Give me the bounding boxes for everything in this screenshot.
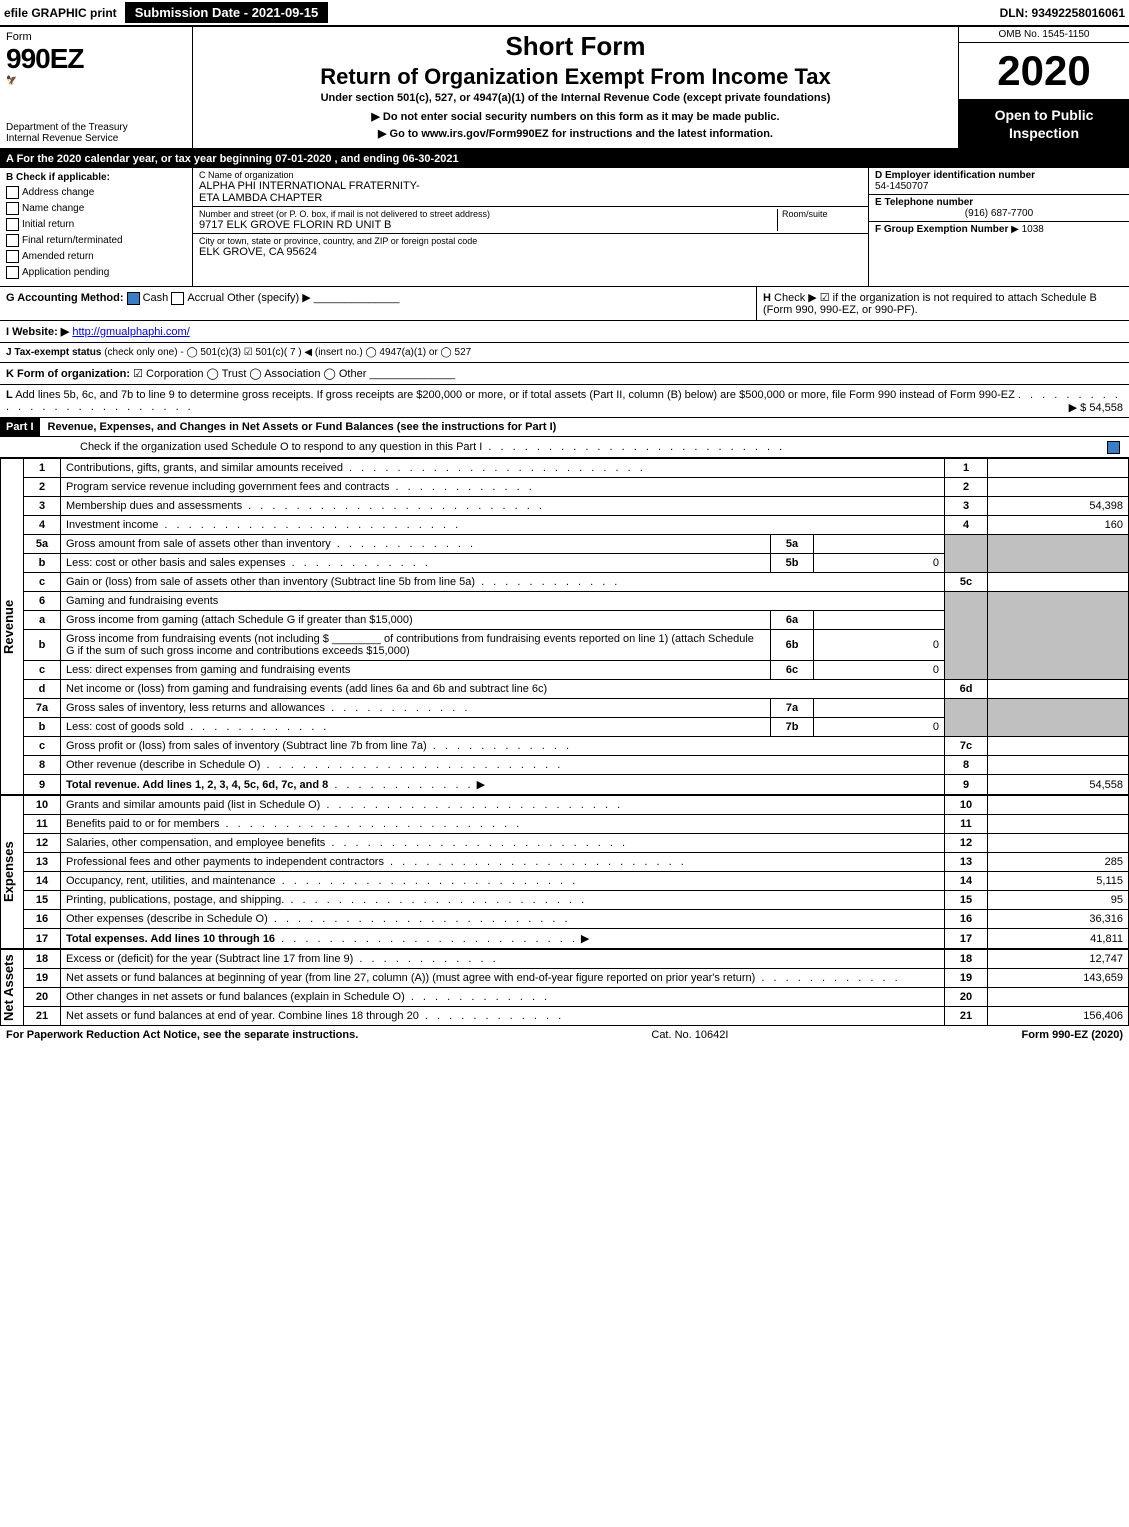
footer-left: For Paperwork Reduction Act Notice, see … xyxy=(6,1029,358,1041)
line-5a: 5aGross amount from sale of assets other… xyxy=(24,535,1129,554)
line-2: 2Program service revenue including gover… xyxy=(24,478,1129,497)
footer-cat: Cat. No. 10642I xyxy=(651,1029,728,1041)
dln: DLN: 93492258016061 xyxy=(1000,6,1125,20)
line-13: 13Professional fees and other payments t… xyxy=(24,853,1129,872)
line-7c: cGross profit or (loss) from sales of in… xyxy=(24,737,1129,756)
row-gh: G Accounting Method: Cash Accrual Other … xyxy=(0,287,1129,321)
line-14: 14Occupancy, rent, utilities, and mainte… xyxy=(24,872,1129,891)
revenue-label: Revenue xyxy=(0,458,24,795)
accrual-checkbox xyxy=(171,292,184,305)
check-address: Address change xyxy=(6,186,186,199)
box-d: D Employer identification number 54-1450… xyxy=(869,168,1129,195)
box-e: E Telephone number (916) 687-7700 xyxy=(869,195,1129,222)
line-15: 15Printing, publications, postage, and s… xyxy=(24,891,1129,910)
top-bar: efile GRAPHIC print Submission Date - 20… xyxy=(0,0,1129,27)
line-12: 12Salaries, other compensation, and empl… xyxy=(24,834,1129,853)
tax-year: 2020 xyxy=(959,43,1129,100)
line-20: 20Other changes in net assets or fund ba… xyxy=(24,988,1129,1007)
efile-label: efile GRAPHIC print xyxy=(4,6,117,20)
netassets-label: Net Assets xyxy=(0,949,24,1026)
submission-date: Submission Date - 2021-09-15 xyxy=(125,2,329,23)
period-bar: A For the 2020 calendar year, or tax yea… xyxy=(0,150,1129,168)
line-g: G Accounting Method: Cash Accrual Other … xyxy=(0,287,757,320)
line-17: 17Total expenses. Add lines 10 through 1… xyxy=(24,929,1129,949)
line-h: H Check ▶ ☑ if the organization is not r… xyxy=(757,287,1129,320)
irs-link[interactable]: www.irs.gov/Form990EZ xyxy=(421,128,548,140)
line-5c: cGain or (loss) from sale of assets othe… xyxy=(24,573,1129,592)
expenses-section: Expenses 10Grants and similar amounts pa… xyxy=(0,795,1129,949)
box-b-title: B Check if applicable: xyxy=(6,172,186,183)
part1-title: Revenue, Expenses, and Changes in Net As… xyxy=(48,421,557,433)
form-label: Form xyxy=(6,31,186,43)
department: Department of the Treasury Internal Reve… xyxy=(6,122,186,144)
main-title: Return of Organization Exempt From Incom… xyxy=(201,64,950,90)
footer-right: Form 990-EZ (2020) xyxy=(1022,1029,1123,1041)
header-center: Short Form Return of Organization Exempt… xyxy=(193,27,958,148)
header-right: OMB No. 1545-1150 2020 Open to Public In… xyxy=(958,27,1129,148)
netassets-table: 18Excess or (deficit) for the year (Subt… xyxy=(24,949,1129,1026)
check-final: Final return/terminated xyxy=(6,234,186,247)
revenue-table: 1Contributions, gifts, grants, and simil… xyxy=(24,458,1129,795)
street-cell: Number and street (or P. O. box, if mail… xyxy=(193,207,868,234)
org-name-cell: C Name of organization ALPHA PHI INTERNA… xyxy=(193,168,868,207)
eagle-icon: 🦅 xyxy=(6,75,186,86)
ssn-note: ▶ Do not enter social security numbers o… xyxy=(201,110,950,123)
subtitle: Under section 501(c), 527, or 4947(a)(1)… xyxy=(201,92,950,104)
line-3: 3Membership dues and assessments 354,398 xyxy=(24,497,1129,516)
check-initial: Initial return xyxy=(6,218,186,231)
part1-check: Check if the organization used Schedule … xyxy=(0,437,1129,458)
line-k: K Form of organization: ☑ Corporation ◯ … xyxy=(0,363,1129,385)
revenue-section: Revenue 1Contributions, gifts, grants, a… xyxy=(0,458,1129,795)
line-19: 19Net assets or fund balances at beginni… xyxy=(24,969,1129,988)
check-pending: Application pending xyxy=(6,266,186,279)
line-10: 10Grants and similar amounts paid (list … xyxy=(24,796,1129,815)
open-public: Open to Public Inspection xyxy=(959,100,1129,148)
box-f: F Group Exemption Number ▶ 1038 xyxy=(869,222,1129,286)
expenses-label: Expenses xyxy=(0,795,24,949)
line-21: 21Net assets or fund balances at end of … xyxy=(24,1007,1129,1026)
form-header: Form 990EZ 🦅 Department of the Treasury … xyxy=(0,27,1129,150)
expenses-table: 10Grants and similar amounts paid (list … xyxy=(24,795,1129,949)
line-7a: 7aGross sales of inventory, less returns… xyxy=(24,699,1129,718)
website-link[interactable]: http://gmualphaphi.com/ xyxy=(72,326,189,338)
netassets-section: Net Assets 18Excess or (deficit) for the… xyxy=(0,949,1129,1026)
box-def: D Employer identification number 54-1450… xyxy=(868,168,1129,286)
line-16: 16Other expenses (describe in Schedule O… xyxy=(24,910,1129,929)
city-cell: City or town, state or province, country… xyxy=(193,234,868,260)
info-block: B Check if applicable: Address change Na… xyxy=(0,168,1129,287)
form-number: 990EZ xyxy=(6,43,186,75)
line-4: 4Investment income 4160 xyxy=(24,516,1129,535)
line-l: L Add lines 5b, 6c, and 7b to line 9 to … xyxy=(0,385,1129,418)
cash-checkbox xyxy=(127,292,140,305)
line-i: I Website: ▶ http://gmualphaphi.com/ xyxy=(0,321,1129,343)
schedule-o-checkbox xyxy=(1107,441,1120,454)
footer: For Paperwork Reduction Act Notice, see … xyxy=(0,1026,1129,1044)
line-j: J Tax-exempt status (check only one) - ◯… xyxy=(0,343,1129,363)
box-c: C Name of organization ALPHA PHI INTERNA… xyxy=(193,168,868,286)
line-8: 8Other revenue (describe in Schedule O) … xyxy=(24,756,1129,775)
line-18: 18Excess or (deficit) for the year (Subt… xyxy=(24,950,1129,969)
website-note: ▶ Go to www.irs.gov/Form990EZ for instru… xyxy=(201,127,950,140)
omb-number: OMB No. 1545-1150 xyxy=(959,27,1129,43)
line-1: 1Contributions, gifts, grants, and simil… xyxy=(24,459,1129,478)
line-11: 11Benefits paid to or for members11 xyxy=(24,815,1129,834)
check-name: Name change xyxy=(6,202,186,215)
box-b: B Check if applicable: Address change Na… xyxy=(0,168,193,286)
part1-label: Part I xyxy=(0,418,40,436)
header-left: Form 990EZ 🦅 Department of the Treasury … xyxy=(0,27,193,148)
part1-header-row: Part I Revenue, Expenses, and Changes in… xyxy=(0,418,1129,437)
line-6: 6Gaming and fundraising events xyxy=(24,592,1129,611)
line-6d: dNet income or (loss) from gaming and fu… xyxy=(24,680,1129,699)
short-form-title: Short Form xyxy=(201,31,950,62)
line-9: 9Total revenue. Add lines 1, 2, 3, 4, 5c… xyxy=(24,775,1129,795)
check-amended: Amended return xyxy=(6,250,186,263)
